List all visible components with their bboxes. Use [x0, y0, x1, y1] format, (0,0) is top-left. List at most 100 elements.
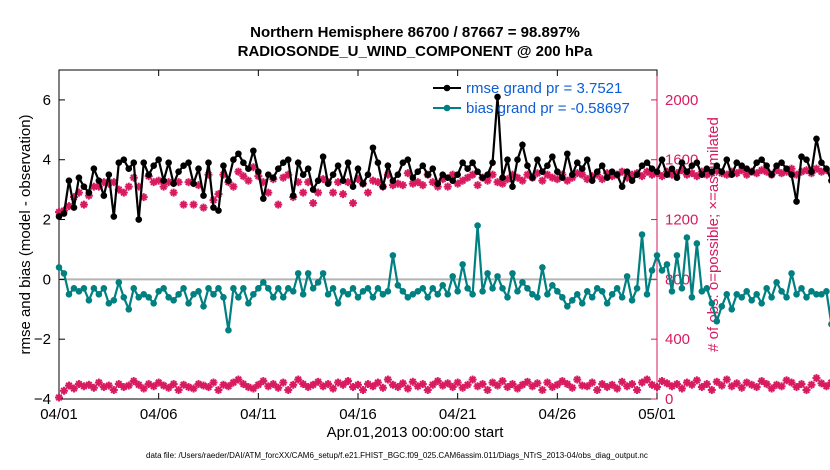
rmse-point [444, 174, 452, 181]
obs_possible_bottom-point [762, 380, 771, 389]
bias-point [454, 288, 461, 295]
bias-point [374, 285, 382, 292]
bias-point [165, 294, 172, 301]
y-left-tick-label: 4 [43, 152, 51, 169]
rmse-point [90, 165, 98, 172]
obs_possible_bottom-point [717, 381, 726, 390]
bias-point [728, 305, 736, 313]
bias-point [344, 291, 352, 298]
obs_assimilated-point [398, 181, 407, 190]
bias-point [424, 294, 432, 301]
rmse-point [638, 162, 646, 170]
bias-point [160, 285, 167, 292]
x-tick-label: 04/11 [240, 406, 276, 423]
rmse-point [648, 165, 656, 172]
bias-point [708, 299, 716, 307]
bias-point [613, 285, 621, 292]
obs_possible_bottom-point [593, 386, 602, 395]
bias-point [409, 291, 417, 298]
rmse-point [798, 153, 805, 161]
obs_possible_bottom-point [493, 381, 502, 390]
rmse-point [110, 213, 118, 220]
obs_assimilated-point [199, 203, 208, 212]
bias-point [269, 294, 277, 301]
rmse-point [573, 159, 581, 167]
obs_possible_bottom-point [533, 379, 542, 388]
obs_assimilated-point [159, 182, 168, 191]
rmse-point [344, 159, 352, 167]
bias-point [743, 288, 750, 295]
bias-point [284, 285, 292, 292]
obs_possible_bottom-point [284, 386, 293, 395]
rmse-point [578, 165, 586, 172]
bias-point [663, 261, 671, 268]
rmse-point [723, 156, 731, 164]
bias-point [529, 291, 536, 298]
bias-point [793, 291, 800, 298]
obs_possible_bottom-point [324, 380, 333, 389]
obs_possible_bottom-point [722, 375, 731, 384]
bias-point [175, 291, 182, 298]
rmse-point [309, 186, 317, 193]
bias-point [748, 297, 755, 304]
obs_assimilated-point [498, 179, 507, 188]
bias-point [299, 291, 307, 298]
bias-point [509, 270, 516, 277]
chart-title: Northern Hemisphere 86700 / 87667 = 98.8… [250, 24, 580, 41]
rmse-point [698, 171, 706, 178]
bias-point [459, 261, 466, 268]
rmse-point [738, 162, 746, 170]
bias-point [693, 240, 701, 247]
bias-point [324, 291, 332, 298]
obs_assimilated-point [179, 200, 188, 209]
rmse-point [793, 198, 800, 205]
rmse-point [564, 150, 571, 158]
obs_possible_bottom-point [224, 382, 233, 391]
y-left-tick-label: 6 [43, 92, 51, 109]
bias-point [568, 297, 576, 304]
x-tick-label: 04/26 [539, 406, 577, 423]
obs_possible_bottom-point [633, 386, 642, 395]
bias-point [753, 291, 760, 298]
bias-point [713, 317, 721, 325]
obs_assimilated-point [189, 200, 198, 209]
bias-point [55, 264, 63, 271]
obs_assimilated-point [234, 167, 243, 176]
bias-point [384, 288, 392, 295]
rmse-point [265, 171, 272, 178]
rmse-point [150, 162, 157, 170]
rmse-point [813, 135, 820, 143]
obs_assimilated-point [299, 188, 308, 197]
y-left-tick-label: 0 [43, 271, 51, 288]
rmse-point [274, 165, 282, 172]
rmse-point [469, 159, 476, 167]
obs_assimilated-point [618, 167, 627, 176]
obs_assimilated-point [244, 176, 253, 185]
rmse-point [803, 156, 810, 164]
obs_possible_bottom-point [344, 377, 353, 386]
rmse-point [299, 171, 307, 178]
rmse-point [230, 156, 237, 164]
obs_possible_bottom-point [408, 377, 417, 386]
obs_possible_bottom-point [329, 384, 338, 393]
rmse-point [429, 165, 437, 172]
obs_assimilated-point [169, 188, 178, 197]
rmse-point [289, 192, 297, 199]
rmse-point [668, 165, 676, 172]
bias-point [638, 231, 646, 238]
obs_possible_bottom-point [294, 375, 303, 384]
obs_possible_bottom-point [164, 383, 173, 392]
obs_possible_bottom-point [732, 379, 741, 388]
bias-point [818, 291, 825, 298]
rmse-point [658, 156, 666, 164]
bias-point [499, 285, 506, 292]
bias-point [200, 302, 207, 310]
rmse-point [155, 156, 162, 164]
rmse-point [653, 168, 661, 175]
rmse-point [125, 165, 133, 172]
obs_possible_bottom-point [214, 386, 223, 395]
rmse-point [65, 177, 73, 184]
rmse-point [135, 216, 143, 223]
rmse-point [489, 159, 496, 167]
bias-point [245, 299, 252, 307]
